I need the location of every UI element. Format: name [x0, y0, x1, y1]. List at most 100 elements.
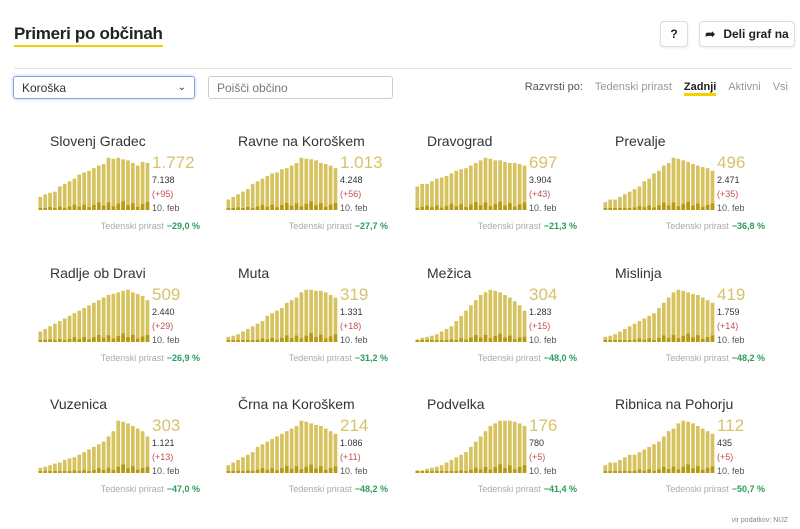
- sort-latest[interactable]: Zadnji: [683, 81, 717, 96]
- chart-bar-daily: [135, 206, 140, 210]
- municipality-card[interactable]: Mežica 304 1.283 (+15) 10. feb Tedenski …: [415, 265, 585, 385]
- chart-bar-daily: [671, 466, 676, 473]
- chart-bar-daily: [637, 338, 642, 342]
- municipality-card[interactable]: Mislinja 419 1.759 (+14) 10. feb Tedensk…: [603, 265, 773, 385]
- municipality-name: Črna na Koroškem: [238, 396, 355, 412]
- chart-bar: [478, 160, 483, 210]
- chart-bar-daily: [304, 466, 309, 473]
- chart-bar: [444, 176, 449, 210]
- total-cases: 1.121: [152, 438, 175, 448]
- municipality-card[interactable]: Vuzenica 303 1.121 (+13) 10. feb Tedensk…: [38, 396, 208, 516]
- chart-bar: [700, 428, 705, 473]
- chart-bar-daily: [637, 206, 642, 210]
- chart-bar: [686, 161, 690, 210]
- chart-bar: [280, 169, 284, 210]
- share-button[interactable]: ➦ Deli graf na: [699, 21, 795, 47]
- chart-bar: [111, 158, 116, 210]
- municipality-card[interactable]: Slovenj Gradec 1.772 7.138 (+95) 10. feb…: [38, 133, 208, 253]
- chart-bar: [323, 428, 328, 473]
- mini-bar-chart: [415, 289, 527, 342]
- chart-bar: [309, 289, 313, 342]
- chart-bar-daily: [666, 205, 671, 210]
- chart-bar-daily: [430, 471, 434, 473]
- search-input[interactable]: Poišči občino: [208, 76, 393, 99]
- date: 10. feb: [152, 466, 180, 476]
- chart-bar: [245, 189, 250, 210]
- sort-active[interactable]: Aktivni: [728, 81, 761, 93]
- municipality-card[interactable]: Ravne na Koroškem 1.013 4.248 (+56) 10. …: [226, 133, 396, 253]
- chart-bar: [333, 433, 338, 473]
- chart-bar-daily: [434, 205, 439, 210]
- chart-bar-daily: [681, 335, 686, 342]
- weekly-label: Tedenski prirast: [288, 221, 352, 231]
- chart-bar: [304, 158, 309, 210]
- sort-all[interactable]: Vsi: [772, 81, 788, 93]
- chart-bar-daily: [671, 202, 676, 210]
- weekly-value: −27,7 %: [354, 221, 388, 231]
- chart-bar: [294, 162, 299, 210]
- mini-bar-chart: [603, 289, 715, 342]
- chart-bar-daily: [250, 340, 255, 342]
- chart-bar-daily: [140, 204, 145, 210]
- chart-bar-daily: [333, 334, 338, 342]
- municipality-name: Mislinja: [615, 265, 662, 281]
- chart-bar-daily: [245, 470, 250, 473]
- chart-bar: [454, 457, 459, 473]
- chart-bar: [135, 428, 140, 473]
- total-cases: 435: [717, 438, 733, 448]
- municipality-name: Ravne na Koroškem: [238, 133, 365, 149]
- chart-bar: [328, 431, 333, 473]
- chart-bar: [101, 297, 106, 342]
- chart-bar: [106, 436, 111, 473]
- chart-bar-daily: [444, 340, 449, 342]
- chart-bar: [430, 467, 434, 473]
- chart-bar-daily: [53, 340, 57, 342]
- chart-bar: [299, 157, 304, 210]
- municipality-card[interactable]: Prevalje 496 2.471 (+35) 10. feb Tedensk…: [603, 133, 773, 253]
- chart-bar-daily: [681, 204, 686, 210]
- region-select[interactable]: Koroška ⌄: [13, 76, 195, 99]
- chart-bar: [260, 444, 265, 473]
- chart-bar: [464, 452, 468, 473]
- chart-bar: [250, 183, 255, 210]
- chart-bar: [444, 328, 449, 342]
- chart-bar-daily: [284, 465, 289, 473]
- chart-bar-daily: [503, 205, 507, 210]
- total-cases: 7.138: [152, 175, 175, 185]
- chart-bar: [647, 178, 651, 210]
- chart-bar-daily: [705, 467, 710, 473]
- municipality-card[interactable]: Muta 319 1.331 (+18) 10. feb Tedenski pr…: [226, 265, 396, 385]
- help-button[interactable]: ?: [660, 21, 688, 47]
- chart-bar: [126, 160, 130, 210]
- chart-bar-daily: [106, 335, 111, 342]
- municipality-card[interactable]: Dravograd 697 3.904 (+43) 10. feb Tedens…: [415, 133, 585, 253]
- chart-bar-daily: [53, 208, 57, 210]
- chart-bar: [691, 293, 695, 342]
- chart-bar-daily: [314, 468, 318, 473]
- daily-increase: (+56): [340, 189, 362, 199]
- sort-weekly[interactable]: Tedenski prirast: [594, 81, 672, 93]
- chart-bar: [449, 173, 454, 210]
- municipality-card[interactable]: Radlje ob Dravi 509 2.440 (+29) 10. feb …: [38, 265, 208, 385]
- municipality-card[interactable]: Podvelka 176 780 (+5) 10. feb Tedenski p…: [415, 396, 585, 516]
- chart-bar: [323, 292, 328, 342]
- chart-bar-daily: [632, 339, 637, 342]
- municipality-card[interactable]: Ribnica na Pohorju 112 435 (+5) 10. feb …: [603, 396, 773, 516]
- chart-bar-daily: [106, 202, 111, 210]
- chart-bar-daily: [236, 470, 240, 473]
- chart-bar-daily: [289, 205, 294, 210]
- municipality-name: Vuzenica: [50, 396, 108, 412]
- weekly-label: Tedenski prirast: [665, 221, 729, 231]
- chart-bar-daily: [77, 471, 82, 473]
- chart-bar: [439, 331, 444, 342]
- municipality-card[interactable]: Črna na Koroškem 214 1.086 (+11) 10. feb…: [226, 396, 396, 516]
- chart-bar-daily: [420, 340, 425, 342]
- chart-bar: [116, 157, 121, 210]
- chart-bar: [294, 425, 299, 473]
- chart-bar-daily: [627, 208, 632, 210]
- chart-bar-daily: [92, 204, 96, 210]
- chart-bar: [82, 452, 86, 473]
- chart-bar: [478, 436, 483, 473]
- chart-bar-daily: [469, 337, 473, 342]
- chart-bar-daily: [425, 340, 429, 342]
